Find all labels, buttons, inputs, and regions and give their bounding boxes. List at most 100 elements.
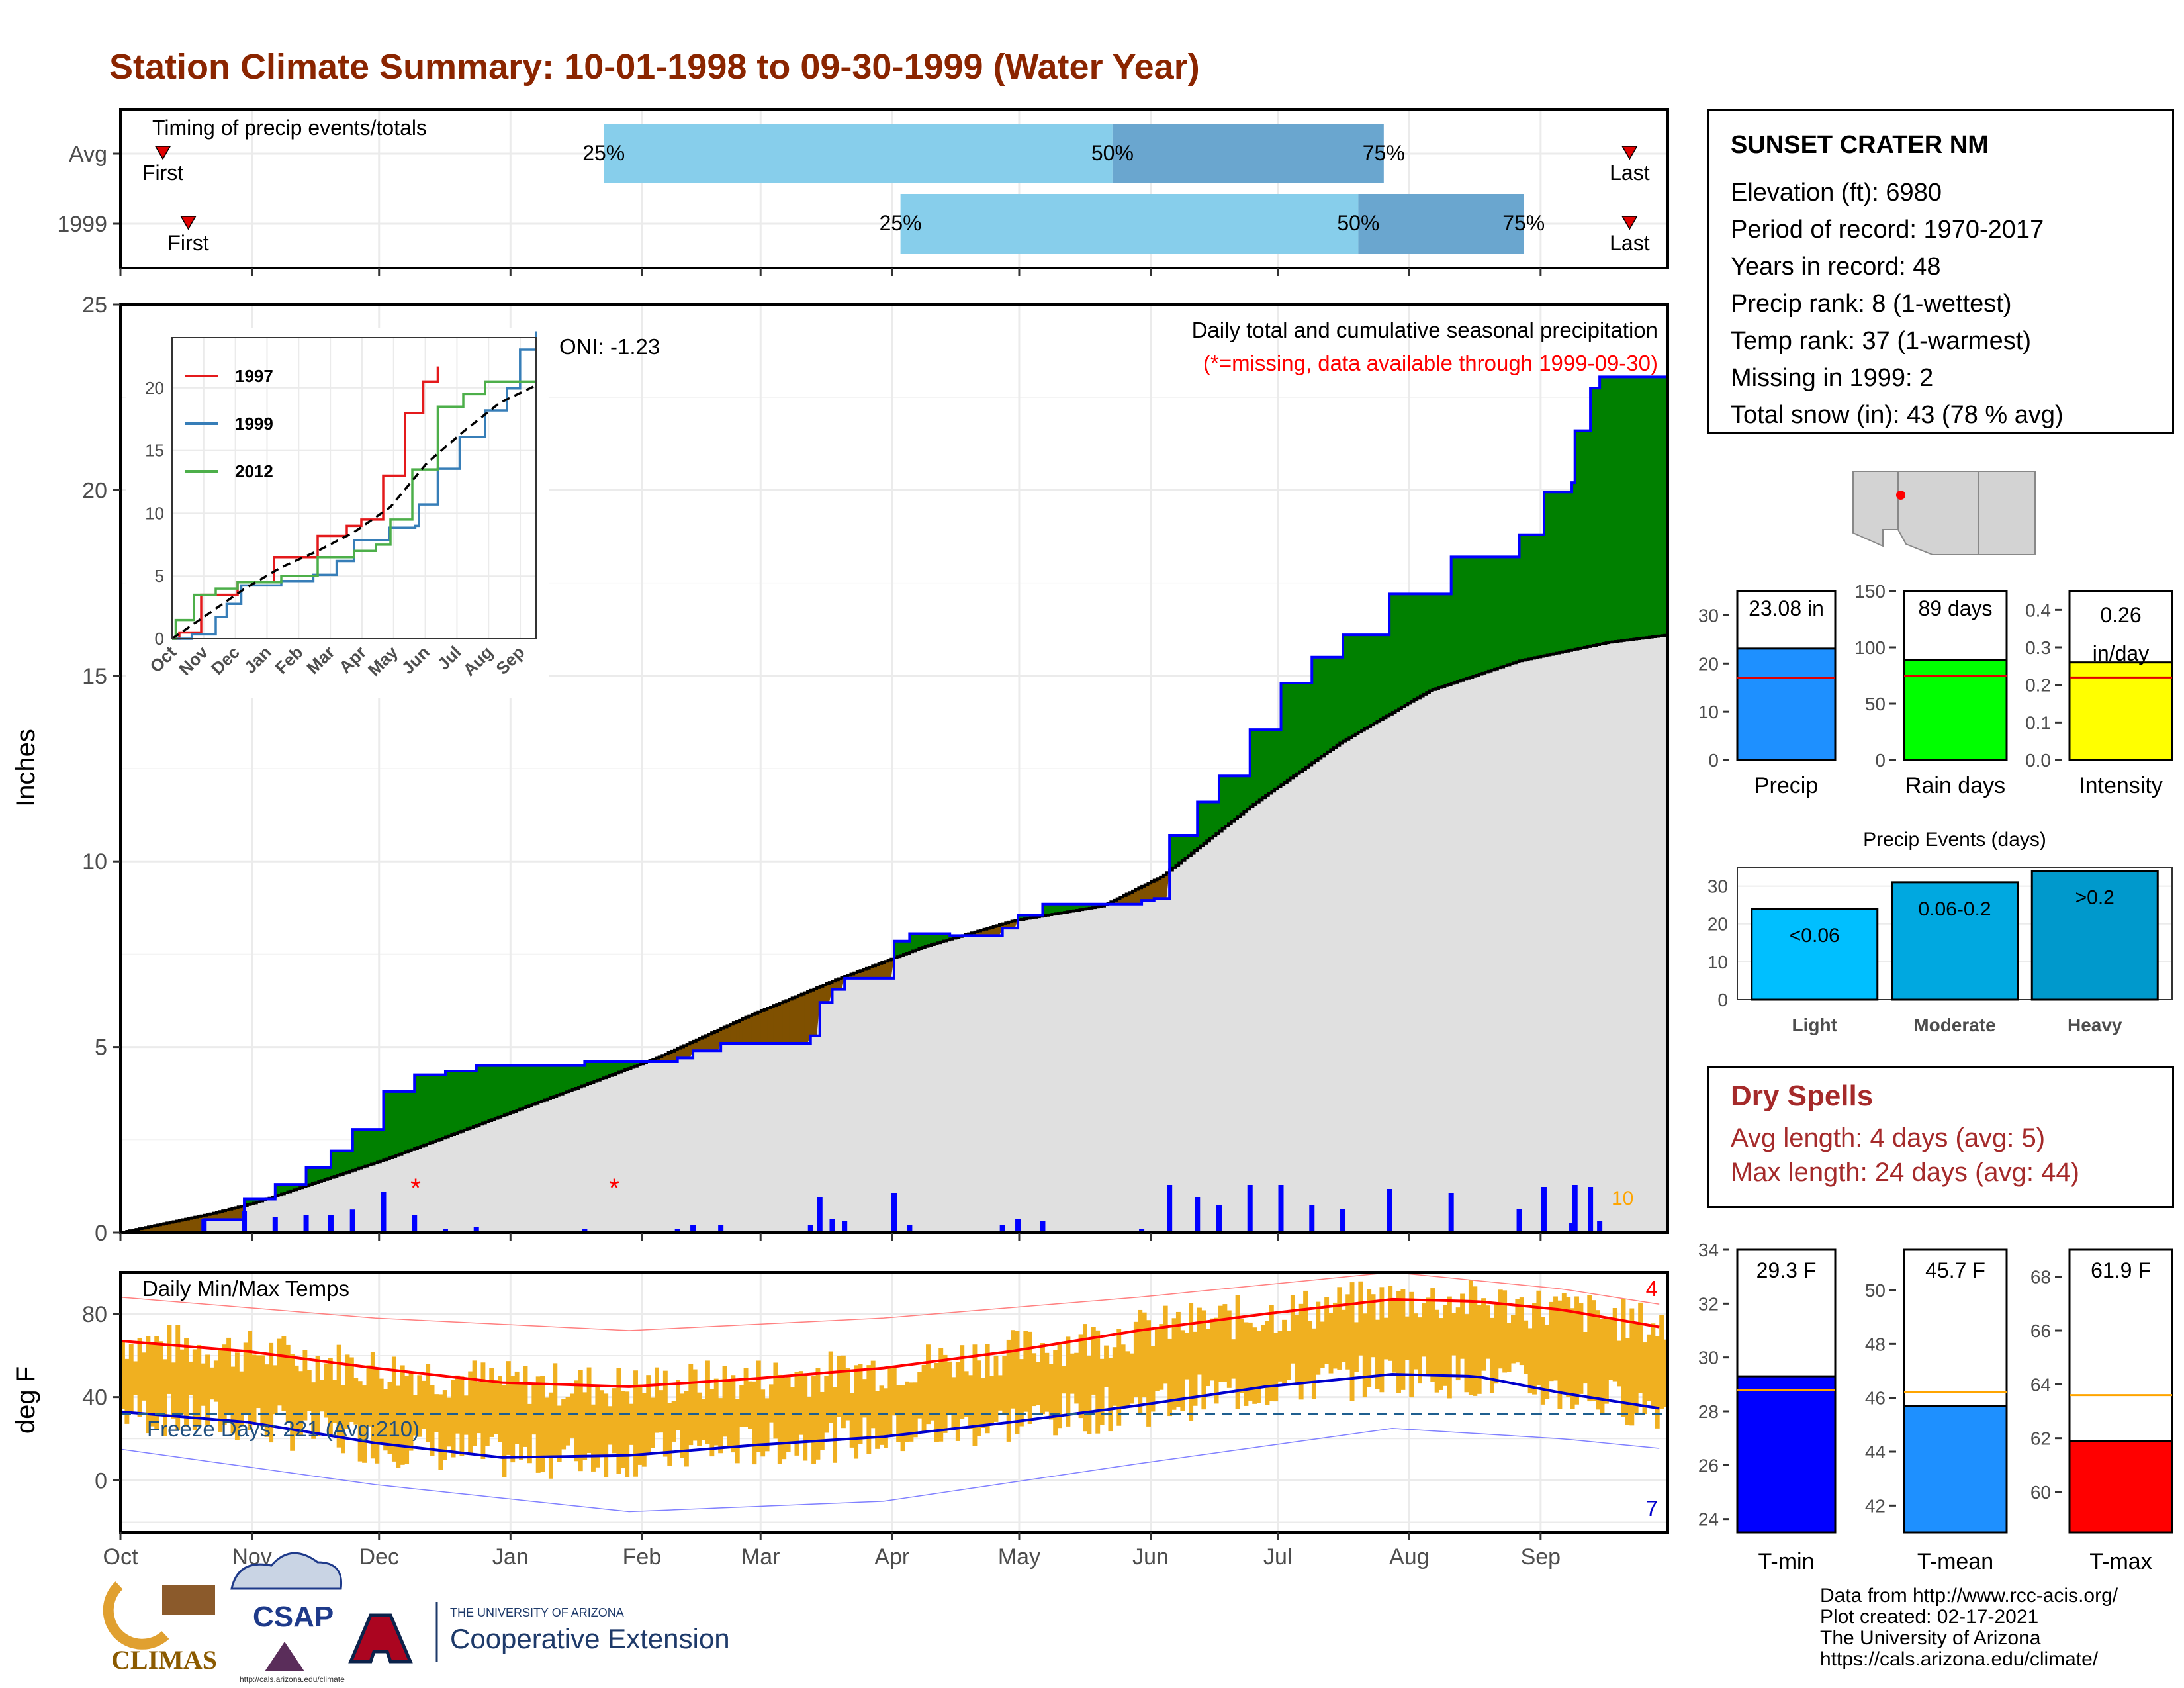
page-title: Station Climate Summary: 10-01-1998 to 0… xyxy=(109,47,1200,87)
above-normal-fill xyxy=(485,1065,490,1122)
daily-temp-bar xyxy=(1112,1347,1117,1406)
daily-precip-bar xyxy=(381,1192,387,1233)
daily-temp-bar xyxy=(150,1343,155,1427)
daily-temp-bar xyxy=(269,1342,274,1443)
above-normal-fill xyxy=(1429,594,1433,691)
daily-temp-bar xyxy=(1629,1308,1635,1426)
above-normal-fill xyxy=(1277,729,1282,787)
inset-legend-label: 2012 xyxy=(235,461,273,481)
daily-temp-bar xyxy=(887,1368,893,1435)
above-normal-fill xyxy=(1275,729,1279,789)
daily-temp-bar xyxy=(137,1338,142,1417)
below-normal-fill xyxy=(727,1025,731,1043)
tmean-annual-ytick-label: 42 xyxy=(1865,1495,1886,1516)
daily-temp-bar xyxy=(1582,1331,1588,1384)
station-snow: Total snow (in): 43 (78 % avg) xyxy=(1731,401,2064,429)
climas-logo-block xyxy=(162,1585,215,1615)
above-normal-fill xyxy=(1321,657,1325,757)
daily-temp-bar xyxy=(1349,1282,1355,1401)
below-normal-fill xyxy=(776,1004,780,1043)
below-normal-fill xyxy=(158,1225,161,1233)
daily-temp-bar xyxy=(1566,1297,1571,1397)
daily-temp-bar xyxy=(1214,1317,1219,1404)
above-normal-fill xyxy=(455,1071,459,1134)
intensity-ytick-label: 0.2 xyxy=(2025,675,2051,696)
below-normal-fill xyxy=(850,974,854,978)
above-normal-fill xyxy=(1504,557,1508,667)
below-normal-fill xyxy=(1148,883,1152,901)
cumulative-title: Daily total and cumulative seasonal prec… xyxy=(1192,318,1658,342)
daily-temp-bar xyxy=(1383,1317,1388,1360)
daily-temp-bar xyxy=(1222,1304,1228,1382)
below-normal-fill xyxy=(219,1211,223,1220)
daily-temp-bar xyxy=(370,1352,375,1459)
daily-temp-bar xyxy=(574,1380,579,1462)
above-normal-fill xyxy=(594,1062,598,1082)
above-normal-fill xyxy=(1185,835,1189,859)
above-normal-fill xyxy=(1380,635,1384,720)
daily-temp-bar xyxy=(1367,1289,1372,1387)
above-normal-fill xyxy=(1646,377,1650,638)
above-normal-fill xyxy=(578,1065,582,1088)
above-normal-fill xyxy=(1343,635,1347,741)
daily-precip-bar xyxy=(582,1229,588,1233)
above-normal-fill xyxy=(615,1062,619,1074)
daily-temp-bar xyxy=(243,1342,248,1415)
daily-temp-bar xyxy=(1642,1342,1647,1415)
above-normal-fill xyxy=(1238,776,1242,817)
above-normal-fill xyxy=(1330,657,1334,750)
inset-series-line xyxy=(172,331,537,640)
daily-temp-bar xyxy=(1150,1346,1156,1412)
cumulative-ytick-label: 20 xyxy=(82,478,107,503)
above-normal-fill xyxy=(445,1071,449,1137)
month-tick-label: Oct xyxy=(103,1544,138,1570)
temps-ylabel: deg F xyxy=(11,1366,40,1434)
above-normal-fill xyxy=(349,1150,353,1172)
station-period: Period of record: 1970-2017 xyxy=(1731,216,2044,244)
daily-temp-bar xyxy=(1282,1319,1287,1385)
above-normal-fill xyxy=(275,1184,279,1196)
above-normal-fill xyxy=(1563,492,1567,652)
annual-precip-ytick-label: 20 xyxy=(1698,653,1719,674)
daily-temp-bar xyxy=(1557,1300,1563,1409)
timing-q25-label: 25% xyxy=(880,211,922,235)
timing-q50-label: 50% xyxy=(1337,211,1379,235)
daily-temp-bar xyxy=(764,1398,770,1452)
daily-precip-bar xyxy=(1569,1223,1575,1233)
above-normal-fill xyxy=(1485,557,1489,673)
below-normal-fill xyxy=(1135,889,1140,904)
daily-temp-bar xyxy=(1108,1357,1113,1432)
daily-temp-bar xyxy=(1201,1310,1206,1410)
daily-temp-bar xyxy=(743,1368,749,1427)
above-normal-fill xyxy=(1191,835,1195,853)
above-normal-fill xyxy=(337,1150,341,1176)
daily-temp-bar xyxy=(1273,1333,1279,1402)
daily-temp-bar xyxy=(595,1386,600,1468)
below-normal-fill xyxy=(721,1028,725,1043)
above-normal-fill xyxy=(547,1065,551,1099)
above-normal-fill xyxy=(1417,594,1421,698)
below-normal-fill xyxy=(758,1011,762,1043)
daily-temp-bar xyxy=(1498,1289,1503,1369)
daily-temp-bar xyxy=(879,1385,884,1445)
daily-temp-bar xyxy=(188,1361,193,1395)
daily-temp-bar xyxy=(1125,1351,1130,1408)
daily-temp-bar xyxy=(375,1368,380,1464)
above-normal-fill xyxy=(1454,557,1458,682)
below-normal-fill xyxy=(686,1044,690,1058)
above-normal-fill xyxy=(1522,534,1526,661)
above-normal-fill xyxy=(1340,657,1343,743)
above-normal-fill xyxy=(940,933,944,942)
above-normal-fill xyxy=(389,1091,394,1158)
below-normal-fill xyxy=(789,999,793,1043)
below-normal-fill xyxy=(999,924,1003,936)
above-normal-fill xyxy=(284,1184,289,1194)
above-normal-fill xyxy=(922,933,926,948)
intensity-ytick-label: 0.3 xyxy=(2025,637,2051,658)
daily-temp-bar xyxy=(1295,1315,1300,1384)
daily-temp-bar xyxy=(1502,1290,1508,1373)
above-normal-fill xyxy=(1392,594,1396,713)
cumulative-panel-border xyxy=(119,303,1669,1234)
daily-temp-bar xyxy=(1591,1300,1596,1401)
below-normal-fill xyxy=(829,982,833,1003)
